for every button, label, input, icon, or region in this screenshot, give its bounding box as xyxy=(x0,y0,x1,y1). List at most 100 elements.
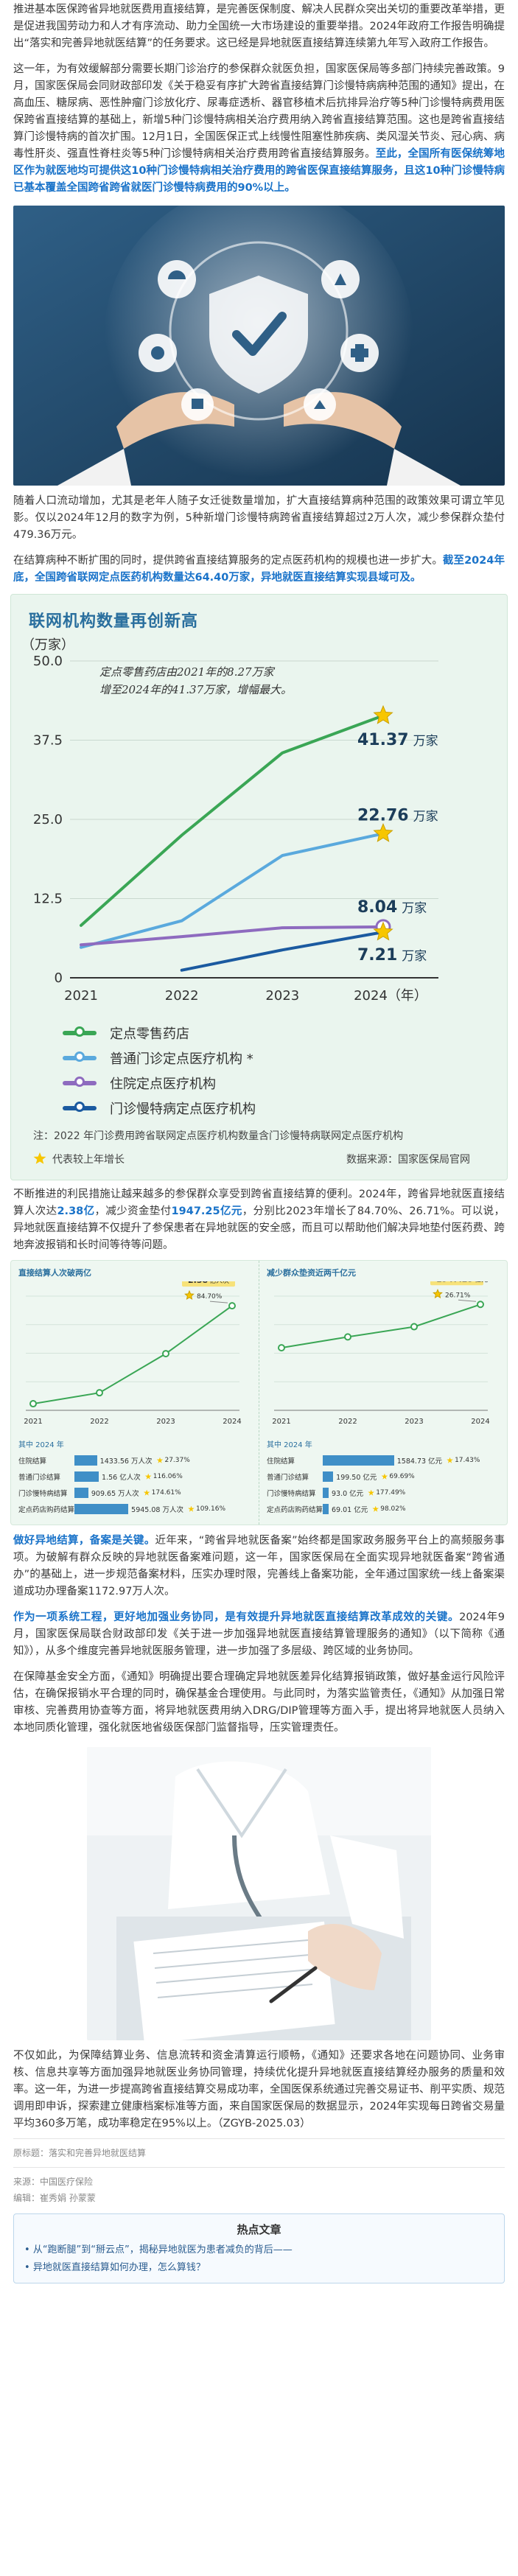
series-end-label: 7.21 万家 xyxy=(357,946,427,965)
mini-x-tick: 2022 xyxy=(338,1418,357,1426)
series-end-unit: 万家 xyxy=(413,809,438,824)
mini-point xyxy=(344,1333,351,1341)
breakdown-row: 普通门诊结算 1.56 亿人次 116.06% xyxy=(18,1469,254,1485)
divider xyxy=(13,2138,505,2139)
paragraph-filing: 做好异地结算，备案是关键。近年来，“跨省异地就医备案”始终都是国家政务服务平台上… xyxy=(13,1533,505,1600)
mini-point xyxy=(278,1344,285,1352)
breakdown-growth: 174.61% xyxy=(143,1489,181,1497)
breakdown-growth-value: 109.16% xyxy=(195,1505,226,1513)
breakdown-label: 门诊慢特病结算 xyxy=(267,1490,316,1498)
paragraph-institutions-text: 在结算病种不断扩围的同时，提供跨省直接结算服务的定点医药机构的规模也进一步扩大。 xyxy=(13,555,443,567)
mini-x-tick: 2023 xyxy=(405,1418,423,1426)
doctor-writing-photo xyxy=(87,1747,431,2040)
series-line xyxy=(80,832,385,949)
breakdown-value: 1.56 亿人次 xyxy=(102,1474,141,1482)
paragraph-coordination-lead: 作为一项系统工程，更好地加强业务协同，是有效提升异地就医直接结算改革成效的关键。 xyxy=(13,1611,460,1623)
breakdown-growth-value: 98.02% xyxy=(380,1505,406,1513)
series-line xyxy=(80,925,385,947)
breakdown-growth-value: 177.49% xyxy=(376,1489,406,1497)
breakdown-growth-value: 17.43% xyxy=(455,1457,480,1464)
legend-swatch xyxy=(63,1102,97,1112)
institution-line-chart: （万家） 0 12.5 25.0 37.5 50.0 2021 2022 2023 2024（年）… xyxy=(21,637,438,1004)
breakdown-row: 定点药店购药结算 5945.08 万人次 109.16% xyxy=(18,1501,254,1517)
legend-swatch xyxy=(63,1051,97,1062)
series-line xyxy=(180,931,385,972)
chart-legend: 定点零售药店普通门诊定点医疗机构 * 住院定点医疗机构门诊慢特病定点医疗机构 xyxy=(11,1018,507,1121)
breakdown-label: 普通门诊结算 xyxy=(267,1474,309,1482)
star-icon xyxy=(447,1457,453,1463)
star-icon xyxy=(156,1457,164,1463)
settlement-count-panel: 直接结算人次破两亿 20212022202320242.38亿人次84.70% … xyxy=(11,1261,259,1525)
legend-label: 门诊慢特病定点医疗机构 xyxy=(110,1102,256,1117)
star-legend: 代表较上年增长 xyxy=(33,1152,125,1166)
breakdown-value: 199.50 亿元 xyxy=(336,1474,377,1482)
mini-callout-value: 1947.25 xyxy=(436,1281,473,1284)
x-tick-label: 2022 xyxy=(165,988,199,1004)
chart-source: 数据来源：国家医保局官网 xyxy=(346,1154,470,1166)
mini-point xyxy=(228,1302,236,1310)
legend-swatch xyxy=(63,1026,97,1037)
breakdown-growth-value: 116.06% xyxy=(153,1473,183,1480)
paragraph-policy-highlight: 至此，全国所有医保统筹地区作为就医地均可提供这10种门诊慢特病相关治疗费用的跨省… xyxy=(13,148,505,194)
legend-label: 住院定点医疗机构 xyxy=(110,1077,216,1092)
settlement-text-3: ，分别比2023年增长了84.70%、26.71%。可以说，异地就医直接结算不仅… xyxy=(13,1205,505,1251)
breakdown-bar xyxy=(74,1504,129,1514)
breakdown-growth: 116.06% xyxy=(144,1473,183,1480)
hot-articles: 热点文章 从“跑断腿”到“掰云点”，揭秘异地就医为患者减负的背后—— 异地就医直… xyxy=(13,2213,505,2283)
chart-footer: 代表较上年增长 数据来源：国家医保局官网 xyxy=(11,1144,507,1180)
mini-growth-star xyxy=(184,1289,195,1301)
annotation-line: 定点零售药店由2021年的8.27万家 xyxy=(99,665,276,679)
settlement-text-1: 不断推进的利民措施让越来越多的参保群众享受到跨省直接结算的便利。2024年，跨省… xyxy=(13,1189,505,1217)
mini-callout-unit: 亿人次 xyxy=(209,1281,229,1285)
settlement-amount-chart: 2021 2022 2023 2024 1947.25亿元 26.71% xyxy=(272,1270,490,1426)
legend-label: 定点零售药店 xyxy=(110,1026,189,1042)
star-icon xyxy=(144,1473,152,1480)
hot-article-link[interactable]: 从“跑断腿”到“掰云点”，揭秘异地就医为患者减负的背后—— xyxy=(24,2241,494,2259)
breakdown-value: 5945.08 万人次 xyxy=(131,1506,183,1514)
paragraph-filing-text: 近年来，“跨省异地就医备案”始终都是国家政务服务平台上的高频服务事项。为破解有群… xyxy=(13,1535,505,1597)
star-icon xyxy=(368,1489,375,1496)
breakdown-row: 门诊慢特病结算 93.0 亿元 177.49% xyxy=(267,1485,503,1501)
hot-articles-title: 热点文章 xyxy=(237,2223,281,2236)
mini-x-tick: 2022 xyxy=(90,1418,108,1426)
breakdown-value: 69.01 亿元 xyxy=(332,1506,368,1514)
mini-x-tick: 2023 xyxy=(156,1418,175,1426)
paragraph-business: 不仅如此，为保障结算业务、信息流转和资金清算运行顺畅，《通知》还要求各地在问题协… xyxy=(13,2050,505,2129)
series-line xyxy=(80,714,385,927)
paragraph-fund-safety: 在保障基金安全方面，《通知》明确提出要合理确定异地就医差异化结算报销政策，做好基… xyxy=(13,1671,505,1734)
mini-point xyxy=(29,1400,37,1408)
series-end-unit: 万家 xyxy=(402,901,427,916)
breakdown-label: 住院结算 xyxy=(267,1457,295,1466)
mini-callout-unit: 亿元 xyxy=(475,1281,488,1284)
annotation-line: 增至2024年的41.37万家，增幅最大。 xyxy=(99,683,292,696)
doctor-illustration xyxy=(87,1747,431,2040)
breakdown-bar xyxy=(323,1504,329,1514)
series-end-value: 7.21 xyxy=(357,946,397,965)
mini-callout: 1947.25亿元 xyxy=(436,1281,488,1284)
star-icon xyxy=(188,1505,195,1512)
mini-x-tick: 2021 xyxy=(272,1418,290,1426)
hot-article-link[interactable]: 异地就医直接结算如何办理，怎么算钱？ xyxy=(24,2259,494,2277)
breakdown-row: 普通门诊结算 199.50 亿元 69.69% xyxy=(267,1469,503,1485)
legend-label: 普通门诊定点医疗机构 * xyxy=(110,1051,253,1067)
mini-left-title: 直接结算人次破两亿 xyxy=(18,1268,91,1278)
settlement-amount: 1947.25亿元 xyxy=(171,1205,242,1217)
legend-item: 门诊慢特病定点医疗机构 xyxy=(63,1096,507,1121)
breakdown-growth-value: 69.69% xyxy=(389,1473,415,1480)
breakdown-growth-value: 27.37% xyxy=(164,1457,190,1464)
breakdown-row: 住院结算 1433.56 万人次 27.37% xyxy=(18,1452,254,1469)
breakdown-growth: 177.49% xyxy=(368,1489,405,1497)
settlement-text-2: ，减少资金垫付 xyxy=(94,1205,172,1217)
paragraph-effect: 随着人口流动增加，尤其是老年人随子女迁徙数量增加，扩大直接结算病种范围的政策效果… xyxy=(13,495,505,541)
breakdown-row: 门诊慢特病结算 909.65 万人次 174.61% xyxy=(18,1485,254,1501)
legend-swatch xyxy=(63,1077,97,1087)
breakdown-bar xyxy=(323,1471,334,1482)
settlement-count: 2.38亿 xyxy=(57,1205,95,1217)
star-icon xyxy=(372,1505,379,1512)
breakdown-value: 93.0 亿元 xyxy=(332,1490,364,1498)
mini-left-sub: 其中 2024 年 xyxy=(18,1441,64,1449)
star-legend-text: 代表较上年增长 xyxy=(52,1154,125,1166)
growth-star xyxy=(373,921,393,941)
institution-chart-card: 联网机构数量再创新高 （万家） 0 12.5 25.0 37.5 50.0 2021 2022… xyxy=(10,594,508,1180)
star-icon xyxy=(381,1473,388,1480)
